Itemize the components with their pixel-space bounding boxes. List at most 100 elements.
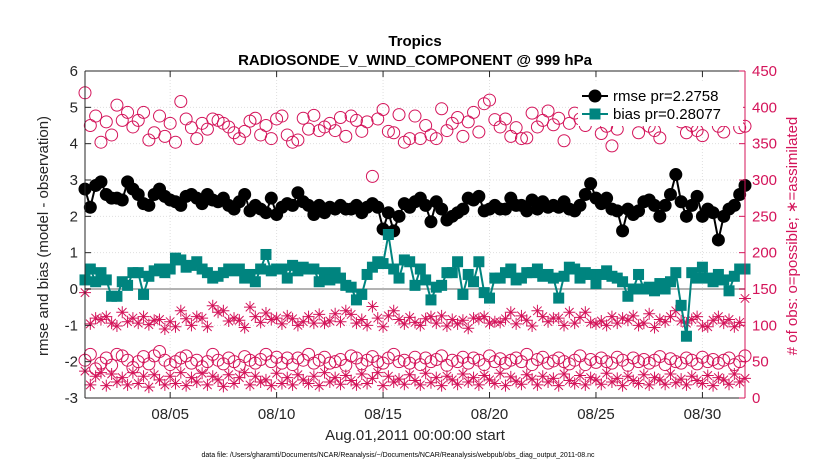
obs-assimilated-point bbox=[206, 370, 219, 383]
obs-assimilated-point bbox=[531, 304, 544, 317]
obs-assimilated-point bbox=[265, 313, 278, 326]
obs-possible-point bbox=[520, 131, 534, 145]
rmse-point bbox=[264, 191, 278, 205]
rmse-point bbox=[584, 177, 598, 191]
bias-point bbox=[691, 272, 703, 284]
bias-point bbox=[723, 285, 735, 297]
bias-point bbox=[191, 256, 203, 268]
bias-point bbox=[622, 290, 634, 302]
obs-assimilated-point bbox=[446, 313, 459, 326]
obs-assimilated-point bbox=[627, 309, 640, 322]
obs-assimilated-point bbox=[648, 371, 661, 384]
obs-assimilated-point bbox=[547, 372, 560, 385]
obs-assimilated-point bbox=[584, 371, 597, 384]
obs-assimilated-point bbox=[510, 317, 523, 330]
obs-possible-point bbox=[690, 357, 704, 371]
obs-assimilated-point bbox=[494, 367, 507, 380]
obs-possible-point bbox=[296, 111, 310, 125]
obs-assimilated-point bbox=[579, 378, 592, 391]
obs-assimilated-point bbox=[339, 369, 352, 382]
obs-assimilated-point bbox=[398, 317, 411, 330]
obs-assimilated-point bbox=[675, 373, 688, 386]
obs-possible-point bbox=[99, 115, 113, 129]
bias-point bbox=[531, 263, 543, 275]
obs-assimilated-point bbox=[659, 315, 672, 328]
obs-assimilated-point bbox=[137, 310, 150, 323]
obs-possible-point bbox=[238, 124, 252, 138]
obs-assimilated-point bbox=[712, 310, 725, 323]
y-tick-label-5: 2 bbox=[70, 208, 78, 225]
obs-assimilated-point bbox=[488, 315, 501, 328]
obs-possible-point bbox=[200, 355, 214, 369]
obs-assimilated-point bbox=[361, 377, 374, 390]
obs-possible-point bbox=[110, 98, 124, 112]
obs-assimilated-point bbox=[174, 304, 187, 317]
obs-assimilated-point bbox=[584, 316, 597, 329]
obs-possible-point bbox=[546, 118, 560, 132]
bias-point bbox=[468, 276, 480, 288]
obs-possible-point bbox=[552, 111, 566, 125]
obs-possible-point bbox=[344, 109, 358, 123]
obs-possible-point bbox=[509, 121, 523, 135]
bias-point bbox=[664, 276, 676, 288]
rmse-point bbox=[381, 206, 395, 220]
y-right-tick-label-0: 0 bbox=[752, 390, 760, 407]
obs-possible-point bbox=[440, 124, 454, 138]
bias-point bbox=[414, 263, 426, 275]
obs-possible-point bbox=[94, 135, 108, 149]
obs-assimilated-point bbox=[291, 368, 304, 381]
obs-assimilated-point bbox=[238, 366, 251, 379]
obs-possible-point bbox=[264, 132, 278, 146]
obs-possible-point bbox=[392, 355, 406, 369]
obs-possible-point bbox=[137, 105, 151, 119]
bias-point bbox=[319, 267, 331, 279]
obs-assimilated-point bbox=[589, 317, 602, 330]
obs-possible-point bbox=[179, 112, 193, 126]
obs-possible-point bbox=[429, 132, 443, 146]
bias-point bbox=[244, 268, 256, 280]
obs-assimilated-point bbox=[675, 314, 688, 327]
obs-possible-point bbox=[254, 352, 268, 366]
rmse-point bbox=[498, 202, 512, 216]
obs-assimilated-point bbox=[84, 378, 97, 391]
obs-assimilated-point bbox=[451, 378, 464, 391]
obs-assimilated-point bbox=[456, 314, 469, 327]
obs-assimilated-point bbox=[398, 378, 411, 391]
bias-point bbox=[111, 290, 123, 302]
obs-assimilated-point bbox=[132, 317, 145, 330]
obs-assimilated-point bbox=[281, 309, 294, 322]
rmse-point bbox=[142, 198, 156, 212]
rmse-point bbox=[610, 204, 624, 218]
obs-assimilated-point bbox=[653, 373, 666, 386]
obs-assimilated-point bbox=[393, 373, 406, 386]
y-axis-label: rmse and bias (model - observation) bbox=[35, 116, 52, 356]
obs-assimilated-point bbox=[728, 320, 741, 333]
y-right-tick-label-2: 100 bbox=[752, 317, 777, 334]
bias-point bbox=[484, 292, 496, 304]
rmse-point bbox=[690, 189, 704, 203]
obs-assimilated-point bbox=[366, 372, 379, 385]
obs-possible-point bbox=[632, 355, 646, 369]
bias-point bbox=[249, 276, 261, 288]
obs-assimilated-point bbox=[414, 319, 427, 332]
obs-possible-point bbox=[174, 95, 188, 109]
obs-assimilated-point bbox=[377, 379, 390, 392]
obs-assimilated-point bbox=[217, 380, 230, 393]
bias-point bbox=[728, 270, 740, 282]
bias-point bbox=[404, 256, 416, 268]
obs-possible-point bbox=[168, 135, 182, 149]
bias-point bbox=[633, 268, 645, 280]
obs-assimilated-point bbox=[451, 317, 464, 330]
obs-assimilated-point bbox=[116, 306, 129, 319]
obs-assimilated-point bbox=[605, 310, 618, 323]
obs-assimilated-point bbox=[430, 317, 443, 330]
obs-possible-point bbox=[174, 351, 188, 365]
bias-point bbox=[95, 267, 107, 279]
obs-assimilated-point bbox=[148, 314, 161, 327]
obs-possible-point bbox=[83, 119, 97, 132]
bias-point bbox=[420, 274, 432, 286]
legend: rmse pr=2.2758 bias pr=0.28077 bbox=[578, 82, 743, 126]
obs-assimilated-point bbox=[212, 306, 225, 319]
obs-assimilated-point bbox=[403, 368, 416, 381]
rmse-point bbox=[663, 188, 677, 202]
